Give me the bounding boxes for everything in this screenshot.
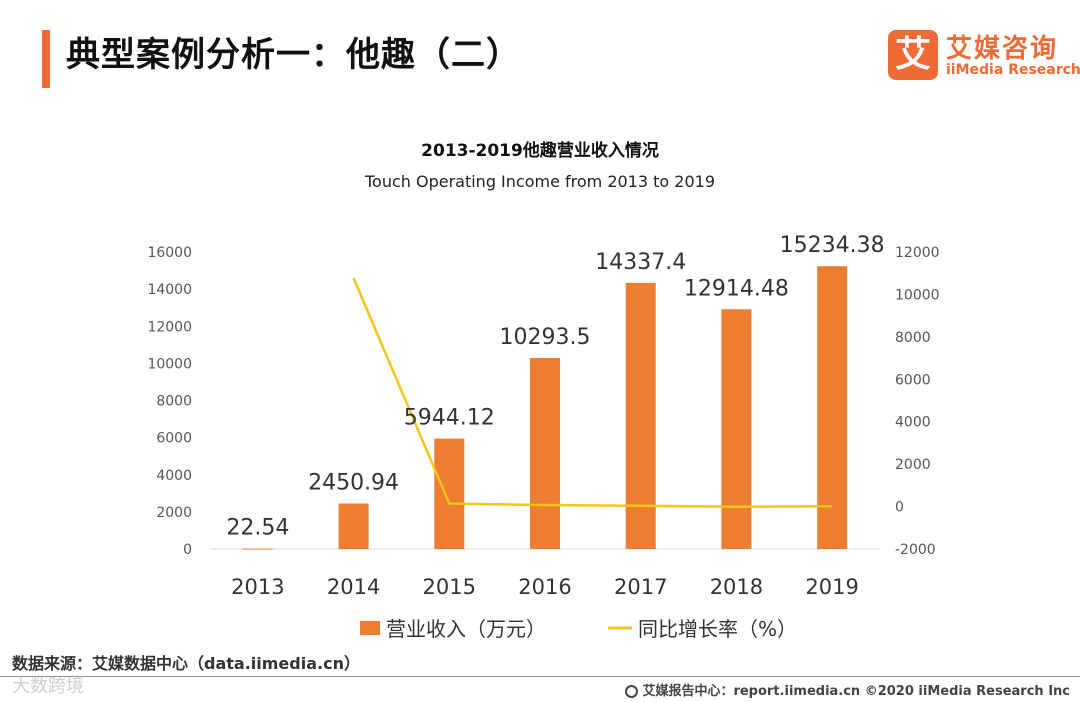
globe-icon <box>625 685 639 698</box>
left-tick-label: 10000 <box>147 356 192 372</box>
legend-line-label: 同比增长率（%） <box>638 617 797 641</box>
right-tick-label: 2000 <box>895 457 931 473</box>
legend-bar-swatch <box>360 621 380 635</box>
revenue-bar <box>721 309 752 549</box>
iimedia-logo: 艾 艾媒咨询 iiMedia Research <box>888 28 1080 84</box>
bar-value-label: 15234.38 <box>780 233 885 258</box>
left-tick-label: 16000 <box>147 245 192 261</box>
bar-value-label: 22.54 <box>226 516 289 541</box>
left-tick-label: 4000 <box>156 468 192 484</box>
revenue-bar <box>625 282 656 549</box>
left-tick-label: 0 <box>183 542 192 558</box>
page-title: 典型案例分析一：他趣（二） <box>66 35 521 75</box>
left-tick-label: 8000 <box>156 394 192 410</box>
x-tick-label: 2019 <box>805 575 858 599</box>
footer-divider <box>0 676 1080 677</box>
growth-rate-line <box>352 277 833 509</box>
revenue-bar <box>434 438 465 549</box>
logo-badge-icon: 艾 <box>888 30 938 80</box>
left-tick-label: 14000 <box>147 282 192 298</box>
legend-bar-label: 营业收入（万元） <box>386 617 546 641</box>
x-tick-label: 2013 <box>231 575 284 599</box>
right-tick-label: 0 <box>895 500 904 516</box>
bar-value-label: 2450.94 <box>308 471 399 496</box>
right-tick-label: 12000 <box>895 245 940 261</box>
bar-value-label: 5944.12 <box>404 406 495 431</box>
right-tick-label: 10000 <box>895 287 940 303</box>
chart-title: 2013-2019他趣营业收入情况 <box>421 141 659 161</box>
left-tick-label: 6000 <box>156 431 192 447</box>
left-tick-label: 12000 <box>147 319 192 335</box>
right-tick-label: 4000 <box>895 415 931 431</box>
chart-subtitle: Touch Operating Income from 2013 to 2019 <box>364 172 716 191</box>
bar-value-label: 10293.5 <box>500 325 591 350</box>
revenue-bar <box>242 548 273 550</box>
footer-report: 艾媒报告中心：report.iimedia.cn ©2020 iiMedia R… <box>625 680 1070 699</box>
right-tick-label: 6000 <box>895 372 931 388</box>
x-tick-label: 2014 <box>327 575 380 599</box>
watermark: 大数跨境 <box>12 676 84 697</box>
data-source: 数据来源：艾媒数据中心（data.iimedia.cn） <box>12 654 360 673</box>
footer-report-text: 艾媒报告中心：report.iimedia.cn ©2020 iiMedia R… <box>642 684 1070 699</box>
title-accent-bar <box>42 30 50 88</box>
left-tick-label: 2000 <box>156 505 192 521</box>
x-tick-label: 2018 <box>710 575 763 599</box>
right-tick-label: -2000 <box>895 542 936 558</box>
logo-name: 艾媒咨询 <box>946 34 1059 64</box>
x-tick-label: 2015 <box>423 575 476 599</box>
logo-subtitle: iiMedia Research <box>946 62 1080 78</box>
right-tick-label: 8000 <box>895 330 931 346</box>
bar-value-label: 12914.48 <box>684 276 789 301</box>
revenue-bar <box>338 503 369 549</box>
x-tick-label: 2016 <box>518 575 571 599</box>
revenue-bar <box>817 266 848 549</box>
revenue-bar <box>530 357 560 549</box>
bar-value-label: 14337.4 <box>595 250 686 275</box>
x-tick-label: 2017 <box>614 575 667 599</box>
